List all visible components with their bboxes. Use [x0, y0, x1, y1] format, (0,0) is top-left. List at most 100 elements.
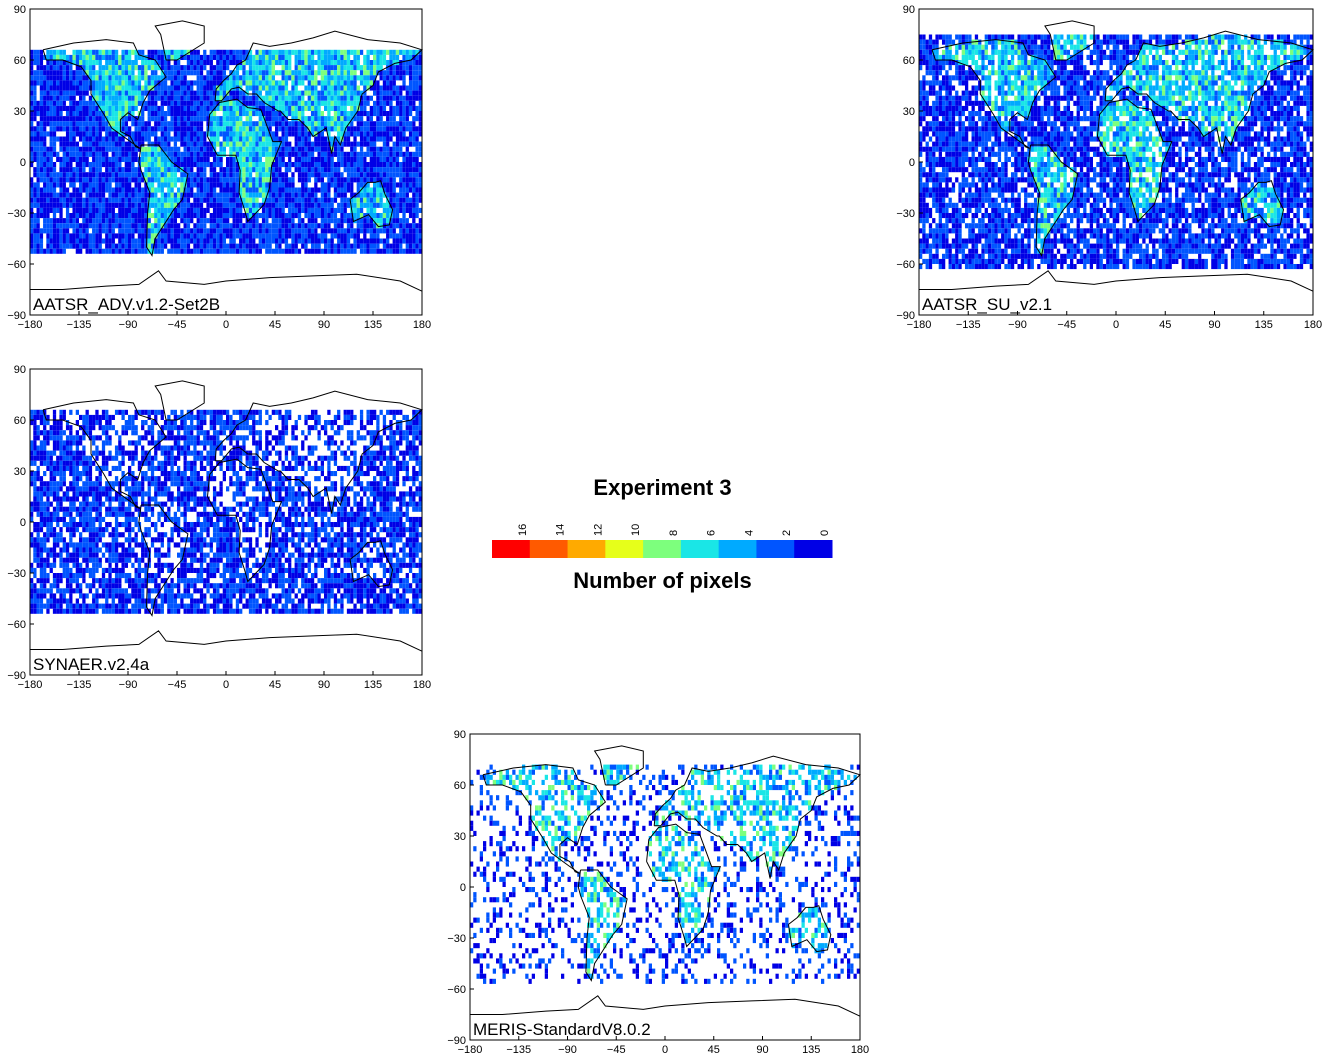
- x-tick-label: 90: [318, 319, 330, 331]
- x-tick-label: 180: [1304, 319, 1322, 331]
- map-svg: −180 −135 −90 −45 0 45 90 135 180 90 60 30 0 −30 −60 −9…: [7, 364, 431, 691]
- y-tick-label: −30: [447, 933, 466, 945]
- x-tick-label: −90: [119, 319, 138, 331]
- coastline: [919, 20, 1314, 292]
- pixel-grid: [470, 764, 860, 984]
- y-tick-label: −30: [7, 568, 26, 580]
- pixel-grid: [30, 49, 422, 254]
- x-tick-label: 135: [802, 1044, 820, 1056]
- x-tick-label: 90: [318, 679, 330, 691]
- map-panel-synaer: −180 −135 −90 −45 0 45 90 135 180 90 60 30 0 −30 −60 −9…: [0, 360, 440, 705]
- x-tick-label: 180: [413, 679, 431, 691]
- x-tick-label: 180: [413, 319, 431, 331]
- map-panel-meris: −180 −135 −90 −45 0 45 90 135 180 90 60 30 0 −30 −60 −9…: [440, 725, 880, 1063]
- x-tick-label: −45: [607, 1044, 626, 1056]
- x-tick-label: 135: [1255, 319, 1273, 331]
- x-tick-label: 45: [708, 1044, 720, 1056]
- y-tick-label: −90: [7, 670, 26, 682]
- coastline: [30, 380, 423, 652]
- x-tick-label: 0: [1113, 319, 1119, 331]
- colorbar-tick: 2: [781, 530, 793, 536]
- x-tick-label: −180: [907, 319, 932, 331]
- y-tick-label: 0: [20, 157, 26, 169]
- colorbar-tick: 10: [630, 524, 642, 536]
- y-tick-label: 30: [14, 466, 26, 478]
- y-tick-label: −60: [7, 259, 26, 271]
- x-tick-label: 0: [223, 679, 229, 691]
- x-tick-label: −180: [18, 679, 43, 691]
- y-tick-label: 60: [454, 780, 466, 792]
- y-tick-label: −60: [447, 984, 466, 996]
- x-tick-label: −180: [458, 1044, 483, 1056]
- colorbar-tick: 4: [743, 530, 755, 536]
- y-tick-label: 90: [903, 4, 915, 16]
- y-tick-label: −90: [896, 310, 915, 322]
- y-tick-label: 0: [909, 157, 915, 169]
- x-tick-label: 0: [662, 1044, 668, 1056]
- colorbar-segment: [756, 540, 795, 558]
- y-tick-label: −30: [896, 208, 915, 220]
- x-tick-label: −90: [119, 679, 138, 691]
- colorbar-label: Number of pixels: [573, 568, 752, 593]
- x-tick-label: 135: [364, 679, 382, 691]
- y-tick-label: 0: [20, 517, 26, 529]
- y-tick-label: 90: [14, 4, 26, 16]
- map-panel-aatsr-su: −180 −135 −90 −45 0 45 90 135 180 90 60 30 0 −30 −60 −9…: [892, 0, 1332, 345]
- y-tick-label: 30: [14, 106, 26, 118]
- coastline: [470, 745, 861, 1017]
- colorbar-segment: [718, 540, 757, 558]
- panel-title: AATSR_SU_v2.1: [922, 295, 1052, 314]
- y-tick-label: −90: [7, 310, 26, 322]
- colorbar-segment: [605, 540, 644, 558]
- panel-title: MERIS-StandardV8.0.2: [473, 1020, 651, 1039]
- x-tick-label: 180: [851, 1044, 869, 1056]
- x-tick-label: 90: [756, 1044, 768, 1056]
- y-tick-label: 90: [454, 729, 466, 741]
- map-svg: −180 −135 −90 −45 0 45 90 135 180 90 60 30 0 −30 −60 −9…: [7, 4, 431, 331]
- y-tick-label: 90: [14, 364, 26, 376]
- colorbar-tick: 0: [819, 530, 831, 536]
- pixel-grid: [919, 34, 1313, 270]
- y-tick-label: 60: [14, 415, 26, 427]
- y-tick-label: −60: [7, 619, 26, 631]
- colorbar-segment: [492, 540, 531, 558]
- map-panel-aatsr-adv: −180 −135 −90 −45 0 45 90 135 180 90 60 30 0 −30 −60 −9…: [0, 0, 440, 345]
- x-tick-label: 135: [364, 319, 382, 331]
- x-tick-label: 90: [1208, 319, 1220, 331]
- colorbar-tick: 8: [668, 530, 680, 536]
- x-tick-label: −45: [1057, 319, 1076, 331]
- x-tick-label: 45: [1159, 319, 1171, 331]
- colorbar-title: Experiment 3: [593, 475, 732, 500]
- colorbar-segment: [794, 540, 833, 558]
- coastline: [30, 20, 423, 292]
- colorbar-tick: 14: [555, 524, 567, 536]
- panel-title: AATSR_ADV.v1.2-Set2B: [33, 295, 220, 314]
- y-tick-label: −30: [7, 208, 26, 220]
- y-tick-label: 30: [903, 106, 915, 118]
- pixel-grid: [30, 409, 422, 614]
- colorbar-segment: [643, 540, 682, 558]
- y-tick-label: 60: [14, 55, 26, 67]
- colorbar-svg: 16 14 12 10 8 6 4 2 0: [492, 524, 833, 558]
- x-tick-label: −90: [1008, 319, 1027, 331]
- x-tick-label: −45: [168, 679, 187, 691]
- colorbar-segment: [680, 540, 720, 558]
- y-tick-label: 0: [460, 882, 466, 894]
- x-tick-label: −135: [506, 1044, 531, 1056]
- map-svg: −180 −135 −90 −45 0 45 90 135 180 90 60 30 0 −30 −60 −9…: [447, 729, 869, 1056]
- y-tick-label: −60: [896, 259, 915, 271]
- y-tick-label: −90: [447, 1035, 466, 1047]
- panel-title: SYNAER.v2.4a: [33, 655, 150, 674]
- x-tick-label: −180: [18, 319, 43, 331]
- x-tick-label: 45: [269, 319, 281, 331]
- x-tick-label: −90: [558, 1044, 577, 1056]
- colorbar-tick: 16: [517, 524, 529, 536]
- colorbar-segment: [529, 540, 569, 558]
- x-tick-label: −135: [67, 679, 92, 691]
- map-svg: −180 −135 −90 −45 0 45 90 135 180 90 60 30 0 −30 −60 −9…: [896, 4, 1322, 331]
- colorbar-legend: Experiment 3 16 14 12 10 8 6 4 2 0 Number of pix…: [480, 475, 845, 600]
- x-tick-label: 0: [223, 319, 229, 331]
- x-tick-label: −45: [168, 319, 187, 331]
- colorbar-tick: 6: [706, 530, 718, 536]
- colorbar-segment: [567, 540, 606, 558]
